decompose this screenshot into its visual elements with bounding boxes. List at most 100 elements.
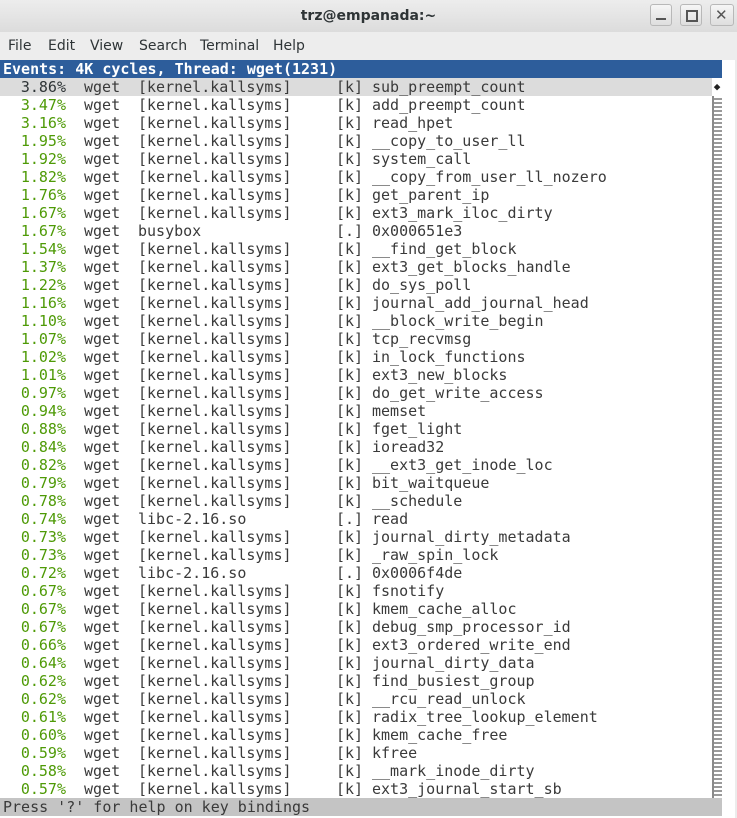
symbol-type: [k] (336, 348, 364, 366)
symbol: ext3_get_blocks_handle (372, 258, 571, 276)
command: wget (84, 708, 121, 726)
menu-item[interactable]: Help (273, 38, 305, 54)
overhead: 1.16% (20, 294, 66, 312)
perf-row[interactable]: 0.60% wget [kernel.kallsyms] [k] kmem_cache_… (0, 726, 712, 744)
perf-row[interactable]: 0.61% wget [kernel.kallsyms] [k] radix_tree_… (0, 708, 712, 726)
perf-row[interactable]: 0.67% wget [kernel.kallsyms] [k] fsnotify (0, 582, 712, 600)
shared-object: [kernel.kallsyms] (138, 474, 292, 492)
perf-row[interactable]: 1.16% wget [kernel.kallsyms] [k] journal_add… (0, 294, 712, 312)
shared-object: [kernel.kallsyms] (138, 240, 292, 258)
perf-row[interactable]: 1.82% wget [kernel.kallsyms] [k] __copy_from… (0, 168, 712, 186)
symbol: add_preempt_count (372, 96, 526, 114)
perf-row[interactable]: 0.82% wget [kernel.kallsyms] [k] __ext3_get_… (0, 456, 712, 474)
perf-row[interactable]: 0.88% wget [kernel.kallsyms] [k] fget_light (0, 420, 712, 438)
perf-row[interactable]: 3.86% wget [kernel.kallsyms] [k] sub_preempt… (0, 78, 712, 96)
shared-object: [kernel.kallsyms] (138, 438, 292, 456)
perf-row[interactable]: 3.16% wget [kernel.kallsyms] [k] read_hpet (0, 114, 712, 132)
menu-item[interactable]: View (90, 38, 124, 54)
perf-row[interactable]: 1.67% wget [kernel.kallsyms] [k] ext3_mark_i… (0, 204, 712, 222)
perf-row[interactable]: 0.66% wget [kernel.kallsyms] [k] ext3_ordere… (0, 636, 712, 654)
overhead: 1.10% (20, 312, 66, 330)
symbol-type: [k] (336, 744, 364, 762)
perf-header: Events: 4K cycles, Thread: wget(1231) (0, 60, 722, 78)
symbol: in_lock_functions (372, 348, 526, 366)
perf-row[interactable]: 1.07% wget [kernel.kallsyms] [k] tcp_recvmsg (0, 330, 712, 348)
scrollbar[interactable] (712, 96, 722, 798)
shared-object: [kernel.kallsyms] (138, 78, 292, 96)
perf-row[interactable]: 0.97% wget [kernel.kallsyms] [k] do_get_writ… (0, 384, 712, 402)
command: wget (84, 762, 121, 780)
symbol-type: [k] (336, 582, 364, 600)
shared-object: busybox (138, 222, 202, 240)
perf-row[interactable]: 1.67% wget busybox [.] 0x000651e3 (0, 222, 712, 240)
perf-row[interactable]: 0.67% wget [kernel.kallsyms] [k] kmem_cache_… (0, 600, 712, 618)
overhead: 1.01% (20, 366, 66, 384)
menu-item[interactable]: File (8, 38, 32, 54)
perf-row[interactable]: 3.47% wget [kernel.kallsyms] [k] add_preempt… (0, 96, 712, 114)
perf-row[interactable]: 0.73% wget [kernel.kallsyms] [k] _raw_spin_l… (0, 546, 712, 564)
symbol: __copy_from_user_ll_nozero (372, 168, 607, 186)
overhead: 0.66% (20, 636, 66, 654)
symbol-type: [k] (336, 474, 364, 492)
overhead: 1.82% (20, 168, 66, 186)
overhead: 0.88% (20, 420, 66, 438)
perf-row[interactable]: 0.79% wget [kernel.kallsyms] [k] bit_waitque… (0, 474, 712, 492)
symbol-type: [k] (336, 456, 364, 474)
perf-row[interactable]: 0.62% wget [kernel.kallsyms] [k] find_busies… (0, 672, 712, 690)
perf-row[interactable]: 0.57% wget [kernel.kallsyms] [k] ext3_journa… (0, 780, 712, 798)
perf-row[interactable]: 0.78% wget [kernel.kallsyms] [k] __schedule (0, 492, 712, 510)
symbol: __find_get_block (372, 240, 517, 258)
menu-item[interactable]: Search (139, 38, 188, 54)
perf-row[interactable]: 1.01% wget [kernel.kallsyms] [k] ext3_new_bl… (0, 366, 712, 384)
perf-row[interactable]: 1.92% wget [kernel.kallsyms] [k] system_call (0, 150, 712, 168)
perf-row[interactable]: 0.64% wget [kernel.kallsyms] [k] journal_dir… (0, 654, 712, 672)
perf-row[interactable]: 0.59% wget [kernel.kallsyms] [k] kfree (0, 744, 712, 762)
symbol-type: [k] (336, 132, 364, 150)
minimize-button[interactable] (650, 4, 672, 26)
shared-object: [kernel.kallsyms] (138, 636, 292, 654)
perf-row[interactable]: 0.94% wget [kernel.kallsyms] [k] memset (0, 402, 712, 420)
perf-row[interactable]: 1.95% wget [kernel.kallsyms] [k] __copy_to_u… (0, 132, 712, 150)
command: wget (84, 582, 121, 600)
perf-row[interactable]: 0.72% wget libc-2.16.so [.] 0x0006f4de (0, 564, 712, 582)
overhead: 0.72% (20, 564, 66, 582)
symbol-type: [k] (336, 168, 364, 186)
command: wget (84, 438, 121, 456)
symbol: read_hpet (372, 114, 454, 132)
symbol-type: [k] (336, 780, 364, 798)
shared-object: libc-2.16.so (138, 564, 247, 582)
command: wget (84, 276, 121, 294)
perf-row[interactable]: 1.10% wget [kernel.kallsyms] [k] __block_wri… (0, 312, 712, 330)
overhead: 3.47% (20, 96, 66, 114)
perf-row[interactable]: 1.22% wget [kernel.kallsyms] [k] do_sys_poll (0, 276, 712, 294)
symbol: ext3_mark_iloc_dirty (372, 204, 553, 222)
perf-row[interactable]: 0.84% wget [kernel.kallsyms] [k] ioread32 (0, 438, 712, 456)
overhead: 0.60% (20, 726, 66, 744)
command: wget (84, 654, 121, 672)
menu-item[interactable]: Edit (48, 38, 76, 54)
perf-row[interactable]: 1.37% wget [kernel.kallsyms] [k] ext3_get_bl… (0, 258, 712, 276)
command: wget (84, 744, 121, 762)
close-button[interactable]: ✕ (710, 4, 734, 26)
symbol-type: [k] (336, 654, 364, 672)
perf-row[interactable]: 0.73% wget [kernel.kallsyms] [k] journal_dir… (0, 528, 712, 546)
symbol-type: [.] (336, 222, 364, 240)
perf-row[interactable]: 1.54% wget [kernel.kallsyms] [k] __find_get_… (0, 240, 712, 258)
perf-row[interactable]: 0.67% wget [kernel.kallsyms] [k] debug_smp_p… (0, 618, 712, 636)
overhead: 0.57% (20, 780, 66, 798)
command: wget (84, 114, 121, 132)
menu-item[interactable]: Terminal (200, 38, 260, 54)
symbol: debug_smp_processor_id (372, 618, 571, 636)
shared-object: [kernel.kallsyms] (138, 384, 292, 402)
symbol-type: [k] (336, 528, 364, 546)
symbol-type: [k] (336, 276, 364, 294)
perf-row[interactable]: 0.74% wget libc-2.16.so [.] read (0, 510, 712, 528)
command: wget (84, 474, 121, 492)
perf-row[interactable]: 0.62% wget [kernel.kallsyms] [k] __rcu_read_… (0, 690, 712, 708)
symbol: fget_light (372, 420, 463, 438)
perf-row[interactable]: 1.02% wget [kernel.kallsyms] [k] in_lock_fun… (0, 348, 712, 366)
perf-row[interactable]: 0.58% wget [kernel.kallsyms] [k] __mark_inod… (0, 762, 712, 780)
symbol: system_call (372, 150, 472, 168)
perf-row[interactable]: 1.76% wget [kernel.kallsyms] [k] get_parent_… (0, 186, 712, 204)
maximize-button[interactable] (680, 4, 702, 26)
